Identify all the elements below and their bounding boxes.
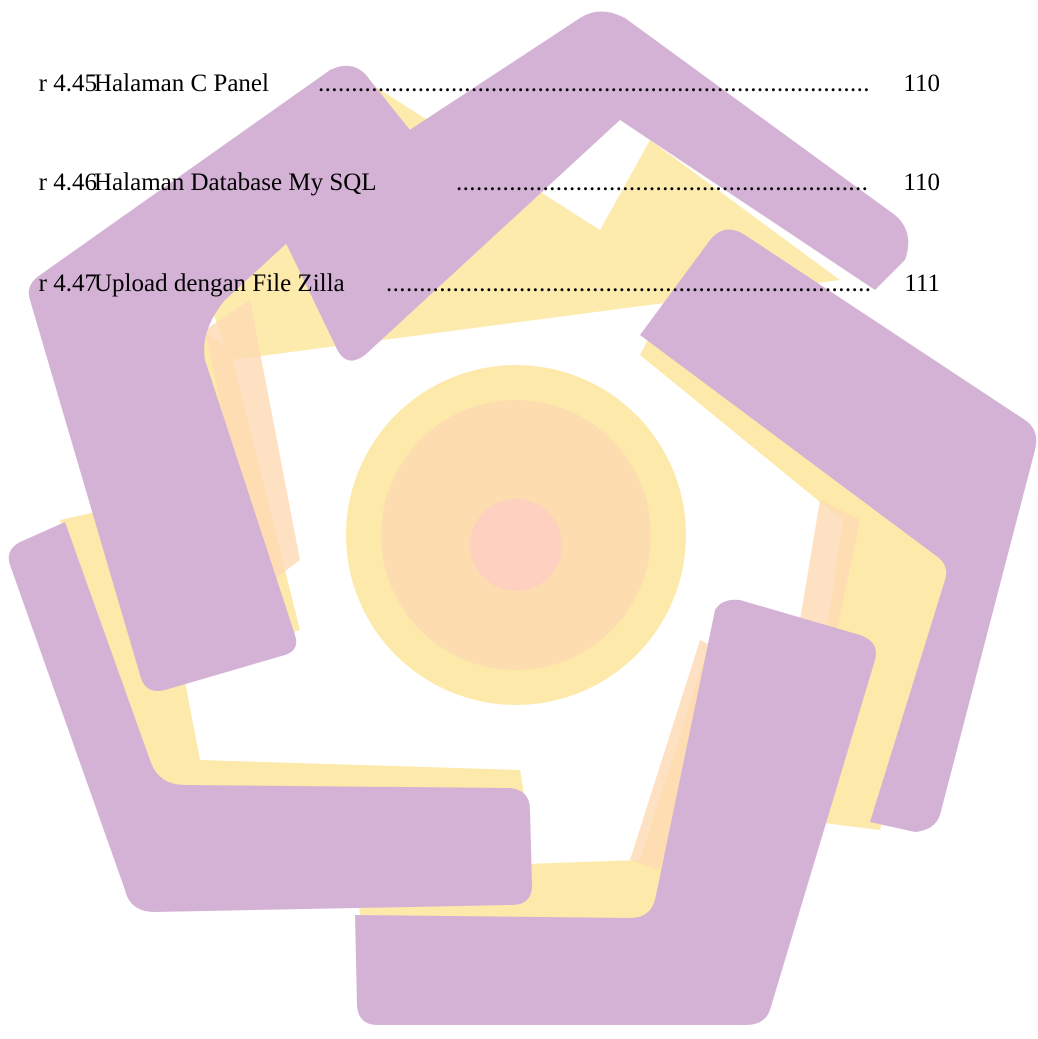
watermark-purple-band-bottom-left	[8, 522, 532, 912]
toc-entry[interactable]: r 4.45 Halaman C Panel .................…	[0, 64, 940, 104]
entry-title: Halaman C Panel	[94, 70, 269, 97]
watermark-purple-band-top	[282, 11, 909, 361]
toc-entry[interactable]: r 4.47 Upload dengan File Zilla ........…	[0, 264, 940, 304]
page-number: 110	[903, 169, 940, 196]
page-number: 110	[903, 70, 940, 97]
watermark-purple-band-bottom	[355, 599, 876, 1025]
watermark-yellow-band-bottom-left	[60, 500, 525, 800]
page-number: 111	[904, 270, 940, 297]
watermark-peach-accent-1	[205, 300, 300, 590]
figure-number: r 4.47	[38, 270, 97, 297]
dot-leader: ........................................…	[456, 169, 870, 196]
figure-number: r 4.45	[38, 70, 97, 97]
figure-number: r 4.46	[38, 169, 97, 196]
watermark-core-circle	[470, 499, 562, 591]
entry-title: Halaman Database My SQL	[94, 169, 377, 196]
dot-leader: ........................................…	[386, 270, 870, 297]
toc-entry[interactable]: r 4.46 Halaman Database My SQL .........…	[0, 163, 940, 203]
watermark-purple-band-right	[640, 229, 1037, 832]
watermark-purple-band-upper-left	[28, 65, 410, 691]
entry-title: Upload dengan File Zilla	[94, 270, 345, 297]
dot-leader: ........................................…	[318, 70, 870, 97]
